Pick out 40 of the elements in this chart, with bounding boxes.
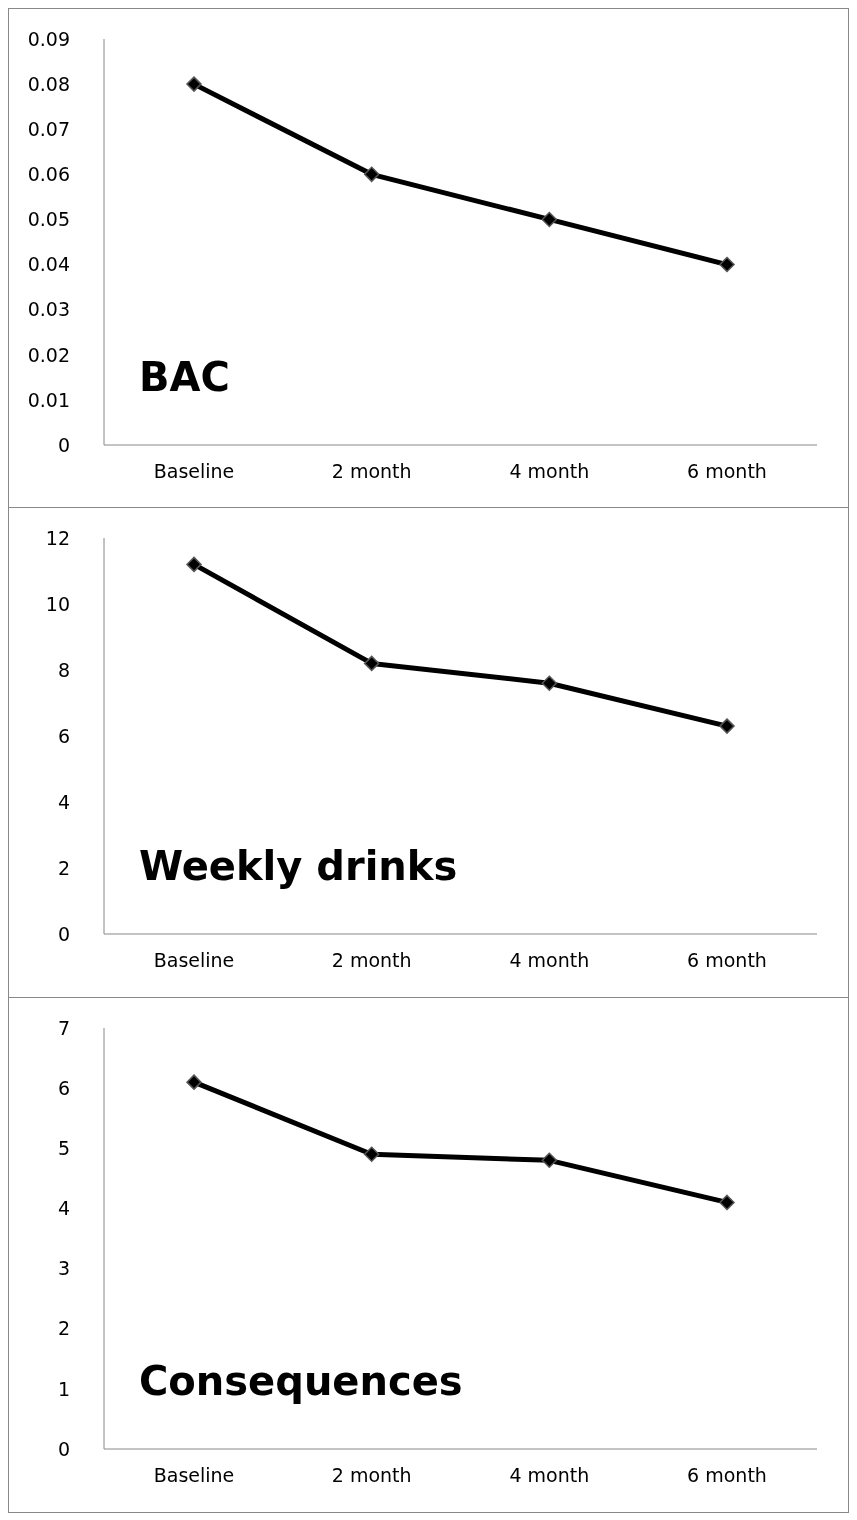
x-tick-label: 4 month — [509, 1464, 590, 1487]
y-tick-label: 0.02 — [27, 343, 70, 366]
x-tick-label: Baseline — [153, 1464, 235, 1487]
y-tick-label: 6 — [57, 1076, 70, 1099]
y-tick-label: 0 — [57, 922, 70, 945]
x-tick-label: 4 month — [509, 949, 590, 972]
y-tick-label: 0.06 — [27, 163, 70, 186]
x-tick-label: 6 month — [687, 1464, 767, 1487]
y-tick-label: 4 — [57, 790, 70, 813]
x-tick-label: 2 month — [331, 949, 412, 972]
y-tick-label: 0 — [57, 433, 70, 456]
text: BAC — [139, 354, 230, 400]
y-tick-label: 1 — [57, 1377, 70, 1400]
y-tick-label: 0.03 — [27, 298, 70, 321]
y-tick-label: 2 — [57, 856, 70, 879]
y-tick-label: 0.01 — [27, 388, 70, 411]
x-tick-label: Baseline — [153, 460, 235, 483]
x-tick-label: Baseline — [153, 949, 235, 972]
y-tick-label: 0.05 — [27, 208, 70, 231]
y-tick-label: 0.04 — [27, 253, 70, 276]
x-tick-label: 6 month — [687, 949, 767, 972]
y-tick-label: 4 — [57, 1197, 70, 1220]
y-tick-label: 12 — [45, 526, 70, 549]
y-tick-label: 10 — [45, 592, 70, 615]
x-tick-label: 6 month — [687, 460, 767, 483]
y-tick-label: 0.07 — [27, 117, 70, 140]
y-tick-label: 3 — [57, 1257, 70, 1280]
y-tick-label: 2 — [57, 1317, 70, 1340]
text: Weekly drinks — [139, 843, 458, 889]
x-tick-label: 2 month — [331, 460, 412, 483]
y-tick-label: 0.08 — [27, 72, 70, 95]
y-tick-label: 7 — [57, 1016, 70, 1039]
y-tick-label: 0 — [57, 1437, 70, 1460]
x-tick-label: 4 month — [509, 460, 590, 483]
y-tick-label: 5 — [57, 1137, 70, 1160]
y-tick-label: 6 — [57, 724, 70, 747]
x-tick-label: 2 month — [331, 1464, 412, 1487]
y-tick-label: 0.09 — [27, 27, 70, 50]
y-tick-label: 8 — [57, 658, 70, 681]
text: Consequences — [139, 1358, 463, 1404]
